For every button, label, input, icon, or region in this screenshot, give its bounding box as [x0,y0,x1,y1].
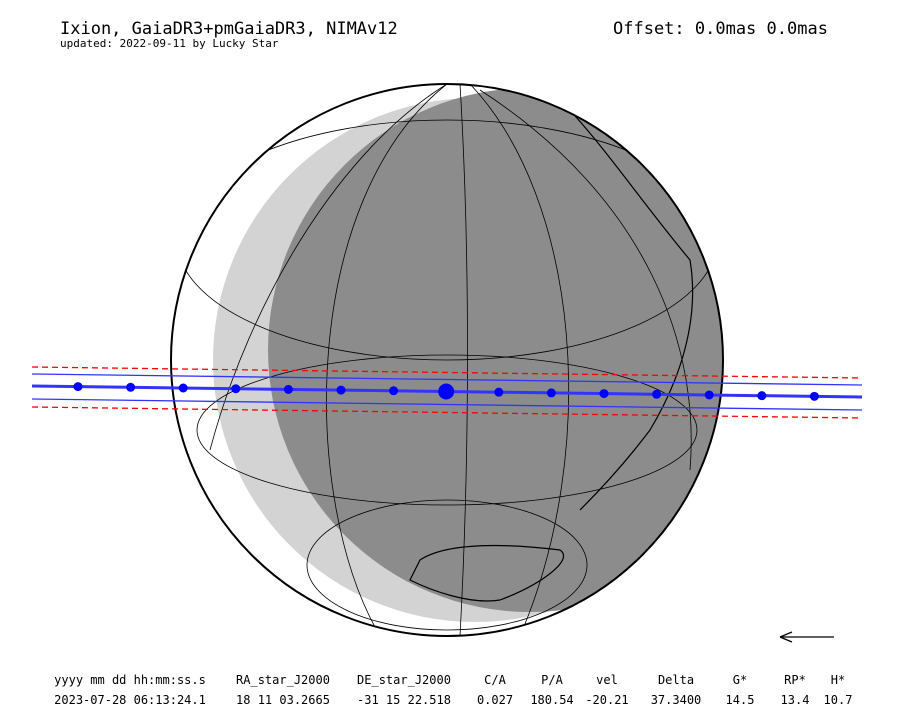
meridian [469,84,570,636]
time-dot [599,389,609,399]
table-cell: 2023-07-28 06:13:24.1 [54,693,206,707]
column-header: H* [831,673,845,687]
table-cell: 18 11 03.2665 [236,693,330,707]
error-limit [31,366,863,379]
coastline [409,544,565,602]
column-header: RP* [784,673,806,687]
parallel [196,354,698,506]
time-dot [73,382,83,392]
meridian [459,84,468,636]
globe-outline [170,83,724,637]
column-header: P/A [541,673,563,687]
table-cell: 0.027 [477,693,513,707]
time-dot [178,383,188,393]
table-cell: 10.7 [824,693,853,707]
column-header: G* [733,673,747,687]
column-header: RA_star_J2000 [236,673,330,687]
error-limit [31,406,863,419]
time-dot [126,382,136,392]
globe [171,84,723,636]
table-cell: 13.4 [781,693,810,707]
column-header: C/A [484,673,506,687]
shadow-limit [31,373,863,386]
parallel [306,499,588,631]
meridian [479,89,692,471]
updated: updated: 2022-09-11 by Lucky Star [60,37,279,50]
time-dot [757,391,767,401]
time-dot [494,387,504,397]
table-cell: -31 15 22.518 [357,693,451,707]
coastline [559,99,694,511]
time-dot [336,385,346,395]
time-dot [652,389,662,399]
table-cell: 180.54 [530,693,573,707]
meridian [326,84,448,636]
table-cell: 37.3400 [651,693,702,707]
time-dot [389,386,399,396]
column-header: yyyy mm dd hh:mm:ss.s [54,673,206,687]
event-table: yyyy mm dd hh:mm:ss.s RA_star_J2000 DE_sta… [54,673,852,707]
direction-arrow [779,631,834,643]
offset: Offset: 0.0mas 0.0mas [613,19,828,39]
time-dot [546,388,556,398]
column-header: DE_star_J2000 [357,673,451,687]
column-header: vel [596,673,618,687]
time-dot [809,391,819,401]
column-header: Delta [658,673,694,687]
time-dot [231,384,241,394]
table-cell: -20.21 [585,693,628,707]
closest-approach-dot [438,383,455,400]
shadow-path [31,366,863,419]
time-dot [704,390,714,400]
table-cell: 14.5 [726,693,755,707]
time-dot [283,384,293,394]
title: Ixion, GaiaDR3+pmGaiaDR3, NIMAv12 [60,19,398,39]
shadow-limit [31,398,863,411]
night [268,88,723,612]
